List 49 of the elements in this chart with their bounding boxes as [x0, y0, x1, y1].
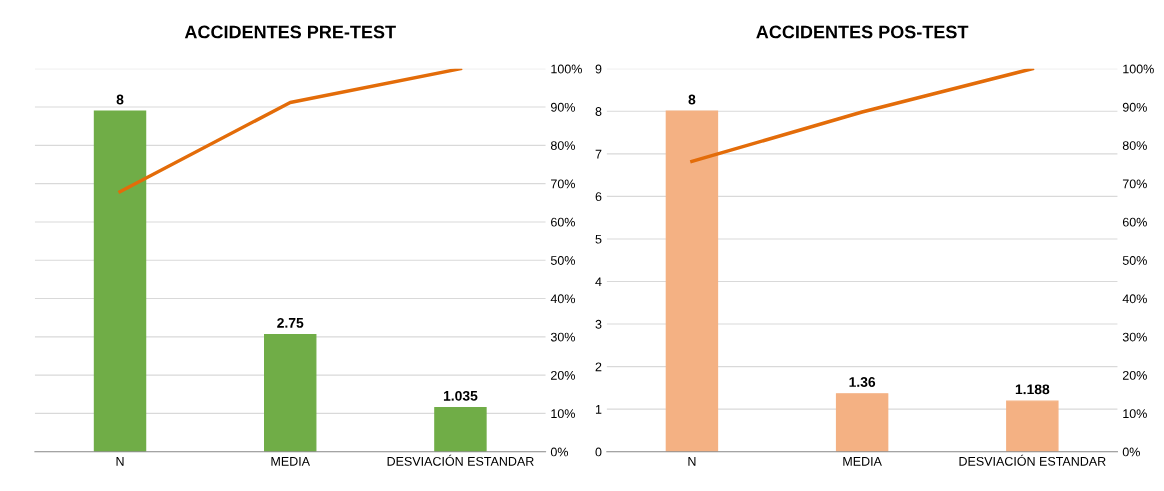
y2-tick-label: 40% [550, 294, 575, 304]
data-label: 8 [688, 94, 696, 105]
y2-tick-label: 70% [1122, 179, 1147, 189]
chart-title: ACCIDENTES POS-TEST [756, 25, 969, 39]
y-tick-label: 4 [595, 277, 602, 287]
y-tick-label: 1 [595, 405, 602, 414]
y-tick-label: 5 [595, 234, 602, 244]
x-tick-label: MEDIA [843, 457, 882, 466]
y2-tick-label: 50% [550, 256, 575, 265]
y2-tick-label: 10% [1123, 409, 1147, 419]
y2-tick-label: 90% [550, 102, 575, 112]
y2-tick-label: 0% [1122, 447, 1140, 457]
y2-tick-label: 60% [551, 217, 575, 227]
data-label: 1.36 [849, 377, 876, 387]
y2-tick-label: 30% [1122, 332, 1147, 342]
y2-tick-label: 20% [551, 370, 575, 380]
y2-tick-label: 50% [1122, 256, 1147, 265]
y2-tick-label: 100% [551, 64, 582, 74]
bar [835, 393, 889, 452]
data-label: 1.188 [1015, 384, 1050, 395]
y2-tick-label: 60% [1122, 217, 1147, 227]
y2-tick-label: 70% [551, 179, 575, 189]
chart-title: ACCIDENTES PRE-TEST [184, 25, 396, 39]
y2-tick-label: 80% [550, 141, 575, 150]
y2-tick-label: 100% [1123, 64, 1154, 74]
x-tick-label: N [688, 457, 696, 466]
y-tick-label: 3 [595, 319, 602, 329]
x-tick-label: DESVIACIÓN ESTANDAR [959, 454, 1106, 466]
y2-tick-label: 0% [550, 447, 569, 457]
y2-tick-label: 90% [1122, 102, 1147, 112]
y2-tick-label: 30% [550, 332, 575, 342]
y-tick-label: 8 [595, 107, 602, 116]
bar [665, 110, 719, 452]
y2-tick-label: 40% [1122, 294, 1147, 304]
y2-tick-label: 80% [1122, 141, 1147, 150]
data-label: 8 [116, 94, 124, 105]
x-tick-label: MEDIA [271, 457, 310, 466]
y2-tick-label: 10% [551, 409, 575, 419]
data-label: 1.035 [443, 390, 478, 401]
bar [1006, 400, 1059, 452]
y2-tick-label: 20% [1122, 370, 1147, 380]
y-tick-label: 0 [595, 447, 602, 457]
x-tick-label: DESVIACIÓN ESTANDAR [387, 454, 534, 466]
y-tick-label: 9 [595, 64, 602, 74]
x-tick-label: N [116, 457, 124, 466]
y-tick-label: 6 [595, 192, 602, 202]
y-tick-label: 7 [595, 149, 602, 159]
data-label: 2.75 [277, 317, 304, 328]
y-tick-label: 2 [595, 362, 602, 372]
